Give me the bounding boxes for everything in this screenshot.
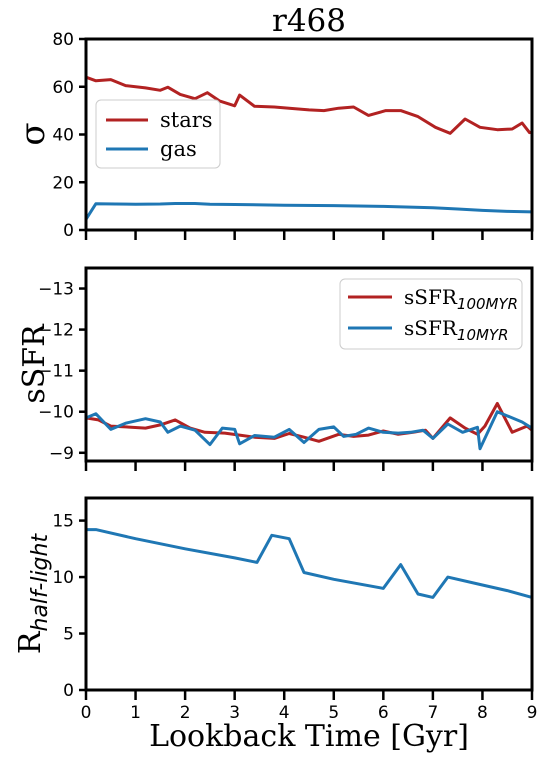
x-tick-label: 2 (180, 703, 191, 723)
y-tick-label: 60 (52, 78, 74, 98)
y-axis-label: Rhalf-light (13, 533, 53, 655)
legend-label-main: sSFR (404, 316, 458, 340)
plot-frame (84, 496, 534, 692)
legend-label-subscript: 100MYR (457, 295, 518, 313)
y-axis-label-subscript: half-light (28, 533, 53, 632)
x-tick-label: 9 (527, 703, 538, 723)
y-axis-label: σ (13, 122, 53, 145)
x-tick-label: 7 (427, 703, 438, 723)
y-tick-label: −9 (49, 444, 74, 464)
legend-label: sSFR100MYR (404, 285, 518, 313)
sigma-panel: 0 20 40 60 80 σ stars gas (13, 30, 534, 241)
y-tick-label: −10 (38, 403, 74, 423)
y-tick-label: −12 (38, 321, 74, 341)
y-tick-label: −13 (38, 280, 74, 300)
series-line-r-half-light (86, 528, 533, 599)
y-tick-label: 10 (52, 568, 74, 588)
legend-label-main: sSFR (404, 285, 458, 309)
x-axis-label: Lookback Time [Gyr] (149, 719, 469, 754)
legend-label: gas (160, 137, 197, 161)
y-tick-label: 80 (52, 30, 74, 50)
y-tick-label: 0 (63, 681, 74, 701)
y-tick-label: 15 (52, 512, 74, 532)
series-line-sSFR10MYR (85, 410, 533, 451)
y-axis-label-main: R (13, 630, 48, 654)
x-tick-label: 4 (279, 703, 290, 723)
legend: stars gas (95, 99, 221, 169)
y-axis-label: sSFR (17, 323, 52, 404)
y-tick-label: −11 (38, 362, 74, 382)
y-tick-label: 20 (52, 173, 74, 193)
legend-label: stars (160, 108, 213, 132)
y-tick-label: 5 (63, 625, 74, 645)
y-tick-label: 40 (52, 126, 74, 146)
rhalf-panel: 0 5 10 15 0 1 2 3 4 5 6 7 8 9 Rhalf-light (13, 496, 538, 723)
legend-label-subscript: 10MYR (457, 326, 509, 344)
series-line-sSFR100MYR (85, 402, 533, 443)
figure-title: r468 (272, 3, 346, 39)
y-tick-label: 0 (63, 221, 74, 241)
legend-label: sSFR10MYR (404, 316, 509, 344)
x-tick-label: 8 (477, 703, 488, 723)
x-tick-label: 6 (378, 703, 389, 723)
x-tick-label: 1 (130, 703, 141, 723)
legend-box (95, 99, 221, 169)
series-line-gas (84, 202, 533, 221)
x-tick-label: 5 (328, 703, 339, 723)
x-tick-label: 0 (81, 703, 92, 723)
x-tick-label: 3 (229, 703, 240, 723)
plot-frame (84, 266, 534, 463)
series-line-stars (85, 75, 533, 135)
